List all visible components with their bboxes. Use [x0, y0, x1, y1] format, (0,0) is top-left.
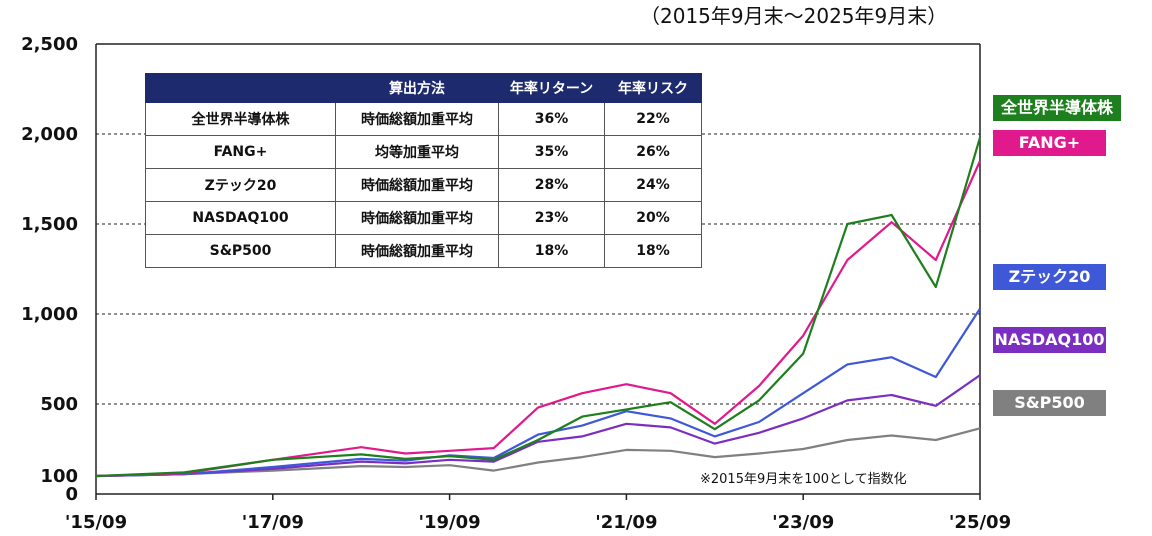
- axes: [95, 43, 981, 495]
- x-tick-label: '23/09: [772, 512, 834, 533]
- table-cell-name: Zテック20: [145, 168, 336, 202]
- table-cell-risk: 20%: [604, 201, 702, 235]
- y-tick-label: 0: [65, 484, 78, 505]
- table-header-return: 年率リターン: [498, 73, 605, 103]
- x-tick-label: '21/09: [595, 512, 657, 533]
- series-line: [95, 137, 982, 478]
- legend-tag-semiconductor: 全世界半導体株: [993, 95, 1121, 121]
- legend-tag-fang: FANG+: [993, 130, 1106, 156]
- table-header-row: 算出方法 年率リターン 年率リスク: [145, 73, 702, 103]
- table-cell-risk: 24%: [604, 168, 702, 202]
- table-cell-method: 時価総額加重平均: [335, 201, 499, 235]
- table-cell-return: 28%: [498, 168, 605, 202]
- table-cell-name: NASDAQ100: [145, 201, 336, 235]
- table-header-blank: [145, 73, 336, 103]
- table-cell-risk: 22%: [604, 102, 702, 136]
- table-cell-method: 時価総額加重平均: [335, 102, 499, 136]
- x-tick-label: '17/09: [242, 512, 304, 533]
- table-cell-return: 35%: [498, 135, 605, 169]
- table-cell-name: FANG+: [145, 135, 336, 169]
- y-tick-label: 1,000: [21, 304, 78, 325]
- table-cell-risk: 18%: [604, 234, 702, 268]
- y-tick-label: 1,500: [21, 214, 78, 235]
- table-cell-method: 均等加重平均: [335, 135, 499, 169]
- table-cell-name: 全世界半導体株: [145, 102, 336, 136]
- table-header-method: 算出方法: [335, 73, 499, 103]
- legend-tag-nasdaq100: NASDAQ100: [993, 327, 1106, 353]
- table-cell-return: 23%: [498, 201, 605, 235]
- table-row: FANG+ 均等加重平均 35% 26%: [145, 135, 702, 169]
- table-cell-return: 18%: [498, 234, 605, 268]
- x-tick-label: '15/09: [65, 512, 127, 533]
- y-tick-label: 2,000: [21, 124, 78, 145]
- legend-tag-sp500: S&P500: [993, 390, 1106, 416]
- table-header-risk: 年率リスク: [604, 73, 702, 103]
- y-tick-label: 500: [40, 394, 78, 415]
- series-line: [95, 160, 982, 478]
- table-cell-method: 時価総額加重平均: [335, 234, 499, 268]
- table-row: NASDAQ100 時価総額加重平均 23% 20%: [145, 201, 702, 235]
- table-cell-method: 時価総額加重平均: [335, 168, 499, 202]
- period-note: （2015年9月末～2025年9月末）: [640, 4, 948, 28]
- series-line: [95, 427, 981, 478]
- table-row: Zテック20 時価総額加重平均 28% 24%: [145, 168, 702, 202]
- series-line: [95, 374, 981, 478]
- table-cell-return: 36%: [498, 102, 605, 136]
- table-cell-risk: 26%: [604, 135, 702, 169]
- x-tick-label: '25/09: [949, 512, 1011, 533]
- table-row: 全世界半導体株 時価総額加重平均 36% 22%: [145, 102, 702, 136]
- y-tick-label: 2,500: [21, 34, 78, 55]
- table-cell-name: S&P500: [145, 234, 336, 268]
- x-tick-labels: '15/09 '17/09 '19/09 '21/09 '23/09 '25/09: [65, 494, 1011, 533]
- y-tick-label: 100: [40, 466, 78, 487]
- series-line: [95, 308, 981, 478]
- footnote: ※2015年9月末を100として指数化: [700, 472, 907, 487]
- x-tick-label: '19/09: [419, 512, 481, 533]
- table-row: S&P500 時価総額加重平均 18% 18%: [145, 234, 702, 268]
- series-lines: [95, 137, 982, 478]
- stats-table: 算出方法 年率リターン 年率リスク 全世界半導体株 時価総額加重平均 36% 2…: [145, 73, 702, 268]
- legend-tag-ztech20: Zテック20: [993, 264, 1106, 290]
